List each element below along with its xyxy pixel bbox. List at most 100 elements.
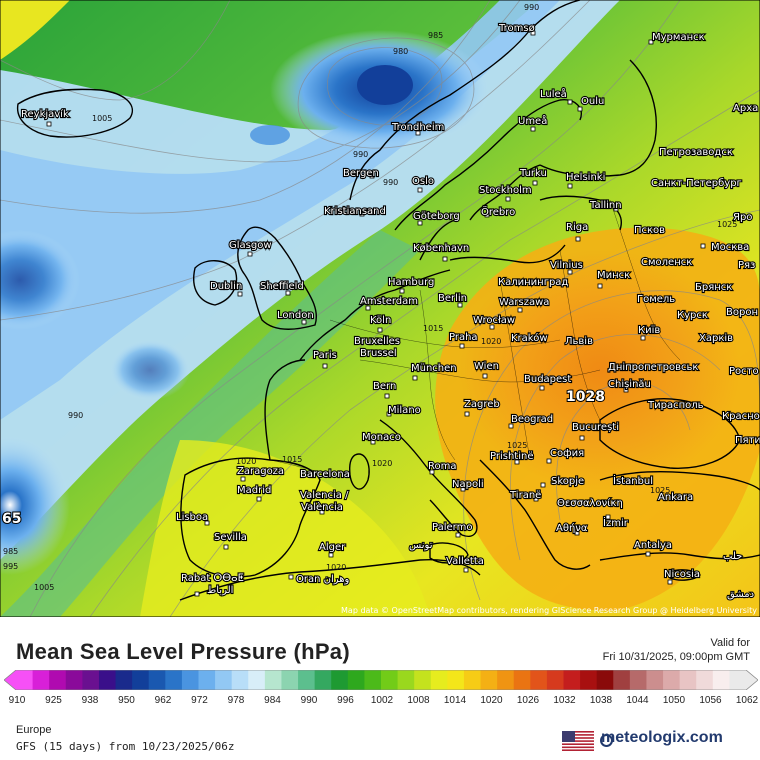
city-label: Москва xyxy=(711,242,749,253)
city-label: Αθήνα xyxy=(556,522,588,534)
color-scale-bar xyxy=(4,670,758,690)
scale-color-cell xyxy=(596,670,614,690)
city-label: Köln xyxy=(370,315,391,326)
scale-tick-label: 950 xyxy=(118,695,135,706)
isobar-label: 1005 xyxy=(34,583,54,592)
city-label: Reykjavík xyxy=(21,108,69,120)
city-label: الرباط xyxy=(207,585,233,596)
city-label: Bergen xyxy=(343,168,379,179)
high-pressure-label: 1028 xyxy=(566,389,605,405)
norway-low-core xyxy=(357,65,413,105)
city-label: Skopje xyxy=(551,476,584,487)
scale-tick-label: 1056 xyxy=(699,695,722,706)
scale-tick-label: 925 xyxy=(45,695,62,706)
chart-title: Mean Sea Level Pressure (hPa) xyxy=(16,639,350,664)
isobar-label: 980 xyxy=(393,47,408,56)
city-label: Львів xyxy=(565,335,593,347)
city-label: Θεσσαλονίκη xyxy=(557,497,623,509)
city-label: València xyxy=(301,501,343,513)
city-label: Paris xyxy=(313,350,337,361)
city-label: Hamburg xyxy=(388,277,434,288)
city-label: حلب xyxy=(723,551,742,562)
isobar-lines xyxy=(0,0,760,617)
city-label: Barcelona xyxy=(300,469,350,480)
isobar-label: 1025 xyxy=(717,220,737,229)
city-label: Madrid xyxy=(237,485,271,496)
city-label: София xyxy=(550,448,584,459)
city-label: Ворон xyxy=(726,307,758,318)
map-svg: 990 985 980 1005 990 990 990 1015 1020 1… xyxy=(0,0,760,617)
southwest-low xyxy=(0,435,70,575)
city-label: Kristiansand xyxy=(324,206,386,217)
isobar-label: 985 xyxy=(428,31,443,40)
scale-color-cell xyxy=(98,670,117,690)
color-scale-cells xyxy=(4,670,758,690)
scale-color-cell xyxy=(480,670,498,690)
city-label: Valencia / xyxy=(300,490,349,501)
city-label: Київ xyxy=(638,325,660,336)
city-label: Смоленск xyxy=(641,257,692,268)
city-label: Umeå xyxy=(518,114,547,127)
scale-color-cell xyxy=(497,670,515,690)
city-label: Praha xyxy=(449,332,478,343)
scale-color-cell xyxy=(115,670,133,690)
city-label: دمشق xyxy=(727,589,754,600)
city-label: Oulu xyxy=(581,96,604,107)
scale-color-cell xyxy=(298,670,316,690)
city-label: Tromsø xyxy=(498,23,535,34)
city-label: Napoli xyxy=(452,479,484,490)
scale-color-cell xyxy=(513,670,531,690)
us-flag-icon xyxy=(562,731,594,751)
city-label: Дніпропетровськ xyxy=(608,361,698,373)
scale-color-cell xyxy=(16,670,34,690)
trough-band xyxy=(0,0,620,560)
scale-color-cell xyxy=(281,670,299,690)
low-pressure-label: 65 xyxy=(2,511,21,527)
scale-color-cell xyxy=(397,670,415,690)
city-label: Пяти xyxy=(735,435,760,446)
city-label: München xyxy=(411,363,457,374)
city-label: Amsterdam xyxy=(360,296,418,307)
scale-tick-label: 972 xyxy=(191,695,208,706)
city-label: Харків xyxy=(699,332,733,344)
scale-tick-label: 990 xyxy=(300,695,318,706)
city-label: Oslo xyxy=(412,176,434,187)
scale-tick-label: 1026 xyxy=(516,695,540,706)
pressure-map[interactable]: 990 985 980 1005 990 990 990 1015 1020 1… xyxy=(0,0,760,617)
scale-min-arrow xyxy=(4,670,16,690)
city-label: Glasgow xyxy=(229,240,272,251)
scale-color-cell xyxy=(663,670,681,690)
isobar-label: 990 xyxy=(524,3,539,12)
scale-tick-label: 1002 xyxy=(370,695,394,706)
city-label: Петрозаводск xyxy=(659,147,733,158)
scale-tick-label: 1050 xyxy=(662,695,686,706)
color-scale-ticks: 910 925 938 950 962 972 978 984 990 996 1002 1008 10… xyxy=(0,695,760,709)
region-label: Europe xyxy=(16,724,52,736)
legend-footer: Mean Sea Level Pressure (hPa) Valid for … xyxy=(0,617,760,760)
city-label: Vilnius xyxy=(550,260,583,271)
scale-color-cell xyxy=(414,670,432,690)
scale-tick-label: 978 xyxy=(227,695,245,706)
city-label: İzmir xyxy=(603,516,629,529)
brand-logo[interactable]: meteologix.com xyxy=(601,729,723,746)
scale-tick-label: 1008 xyxy=(407,695,430,706)
city-label: Stockholm xyxy=(479,185,532,196)
city-label: İstanbul xyxy=(613,474,653,487)
scale-tick-label: 1032 xyxy=(553,695,576,706)
city-label: Helsinki xyxy=(566,172,605,183)
atlantic-low xyxy=(0,230,80,330)
scale-tick-label: 996 xyxy=(337,695,354,706)
city-label: Valletta xyxy=(446,556,484,567)
city-label: Sheffield xyxy=(260,281,304,292)
scale-color-cell xyxy=(331,670,349,690)
map-credit: Map data © OpenStreetMap contributors, r… xyxy=(341,606,757,615)
city-label: Арха xyxy=(733,103,758,114)
city-label: Antalya xyxy=(634,540,672,551)
valid-label: Valid for xyxy=(710,637,750,649)
city-label: Göteborg xyxy=(413,211,460,222)
city-label: Ряз xyxy=(738,260,755,271)
front-band xyxy=(0,230,420,617)
city-label: Beograd xyxy=(511,414,553,425)
scale-color-cell xyxy=(181,670,199,690)
scale-color-cell xyxy=(165,670,183,690)
